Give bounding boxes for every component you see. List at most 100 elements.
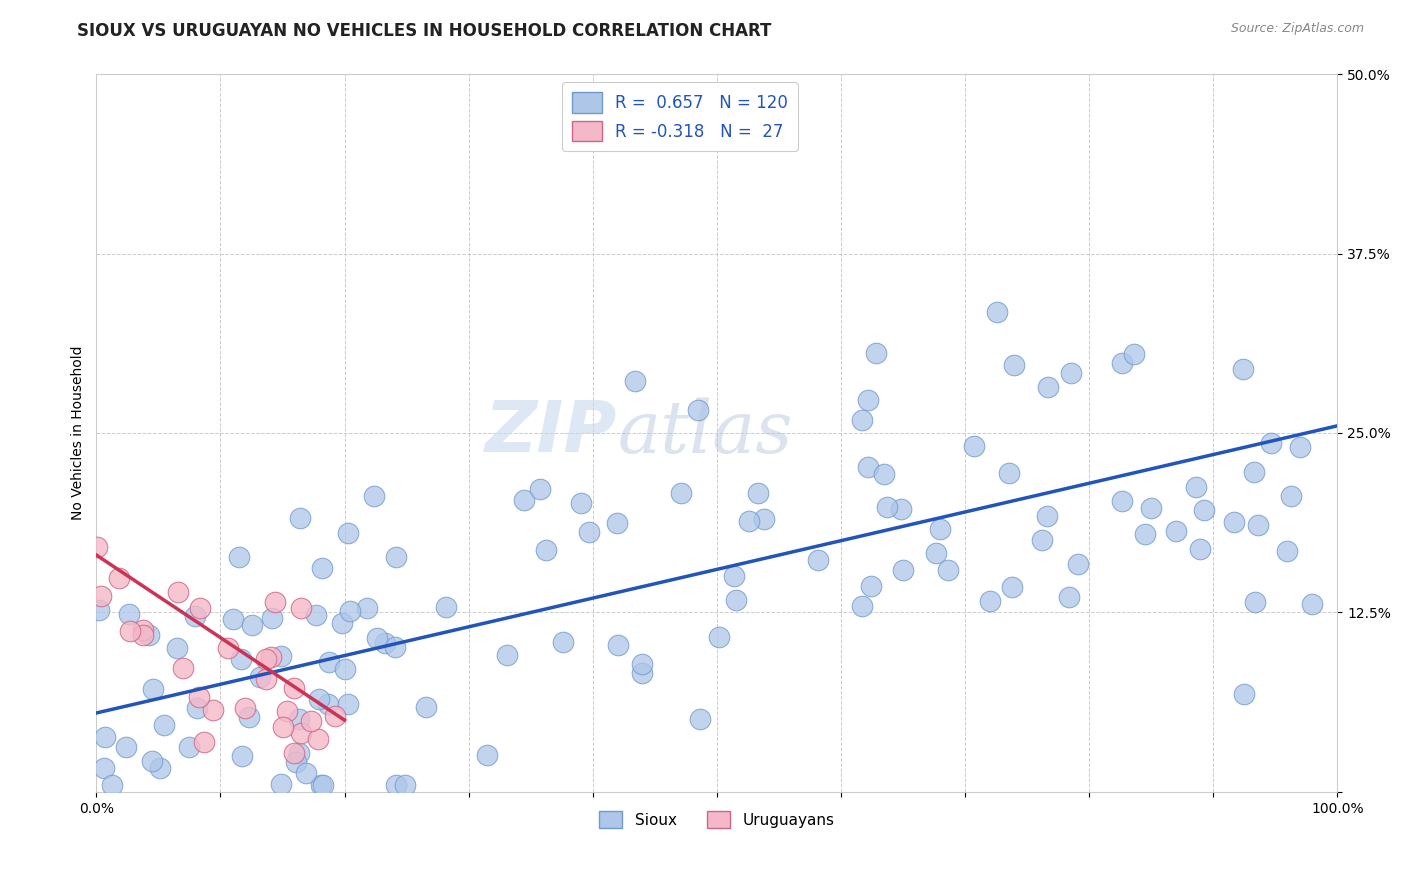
Point	[290, 601, 312, 615]
Point	[138, 628, 160, 642]
Point	[299, 714, 322, 728]
Point	[283, 681, 305, 695]
Point	[190, 601, 212, 615]
Point	[856, 393, 879, 408]
Point	[1133, 526, 1156, 541]
Point	[283, 746, 305, 760]
Point	[262, 610, 284, 624]
Point	[689, 712, 711, 726]
Point	[1222, 516, 1244, 530]
Point	[1185, 480, 1208, 494]
Point	[240, 618, 263, 632]
Point	[384, 778, 406, 792]
Point	[873, 467, 896, 481]
Point	[1111, 494, 1133, 508]
Point	[260, 650, 283, 665]
Point	[1123, 347, 1146, 361]
Point	[166, 640, 188, 655]
Point	[1038, 380, 1060, 394]
Point	[167, 585, 190, 599]
Point	[669, 485, 692, 500]
Point	[495, 648, 517, 662]
Point	[93, 761, 115, 775]
Point	[339, 605, 361, 619]
Point	[724, 592, 747, 607]
Point	[307, 732, 329, 747]
Point	[606, 516, 628, 530]
Point	[1060, 366, 1083, 380]
Point	[288, 511, 311, 525]
Point	[330, 616, 353, 631]
Point	[318, 698, 340, 712]
Point	[415, 700, 437, 714]
Point	[529, 483, 551, 497]
Point	[132, 623, 155, 637]
Point	[290, 726, 312, 740]
Point	[87, 603, 110, 617]
Point	[231, 652, 253, 666]
Point	[284, 756, 307, 770]
Point	[936, 563, 959, 577]
Text: ZIP: ZIP	[485, 399, 617, 467]
Point	[856, 459, 879, 474]
Point	[1275, 544, 1298, 558]
Point	[851, 413, 873, 427]
Point	[132, 627, 155, 641]
Point	[630, 657, 652, 671]
Point	[876, 500, 898, 514]
Point	[434, 600, 457, 615]
Point	[177, 739, 200, 754]
Point	[172, 661, 194, 675]
Point	[309, 778, 332, 792]
Point	[336, 697, 359, 711]
Point	[394, 778, 416, 792]
Point	[325, 709, 347, 723]
Point	[1301, 597, 1323, 611]
Point	[308, 692, 330, 706]
Point	[1189, 541, 1212, 556]
Point	[1001, 581, 1024, 595]
Point	[1232, 362, 1254, 376]
Point	[333, 661, 356, 675]
Point	[865, 346, 887, 360]
Point	[551, 634, 574, 648]
Point	[606, 638, 628, 652]
Point	[1164, 524, 1187, 539]
Point	[118, 624, 141, 638]
Legend: Sioux, Uruguayans: Sioux, Uruguayans	[593, 805, 841, 835]
Point	[1066, 558, 1088, 572]
Text: Source: ZipAtlas.com: Source: ZipAtlas.com	[1230, 22, 1364, 36]
Point	[1279, 489, 1302, 503]
Point	[249, 670, 271, 684]
Point	[1260, 436, 1282, 450]
Point	[1233, 687, 1256, 701]
Point	[183, 609, 205, 624]
Point	[891, 563, 914, 577]
Point	[366, 631, 388, 645]
Point	[228, 549, 250, 564]
Text: atlas: atlas	[617, 398, 793, 468]
Point	[276, 704, 298, 718]
Point	[1057, 590, 1080, 604]
Point	[115, 740, 138, 755]
Point	[623, 374, 645, 388]
Point	[709, 631, 731, 645]
Point	[202, 703, 225, 717]
Point	[231, 749, 253, 764]
Point	[90, 589, 112, 603]
Point	[222, 612, 245, 626]
Point	[86, 540, 108, 554]
Point	[270, 777, 292, 791]
Text: SIOUX VS URUGUAYAN NO VEHICLES IN HOUSEHOLD CORRELATION CHART: SIOUX VS URUGUAYAN NO VEHICLES IN HOUSEH…	[77, 22, 772, 40]
Point	[890, 502, 912, 516]
Point	[217, 640, 239, 655]
Point	[108, 571, 131, 585]
Point	[270, 648, 292, 663]
Point	[193, 735, 215, 749]
Point	[1111, 356, 1133, 370]
Point	[101, 778, 124, 792]
Point	[851, 599, 873, 614]
Point	[1243, 594, 1265, 608]
Point	[963, 439, 986, 453]
Point	[288, 712, 311, 726]
